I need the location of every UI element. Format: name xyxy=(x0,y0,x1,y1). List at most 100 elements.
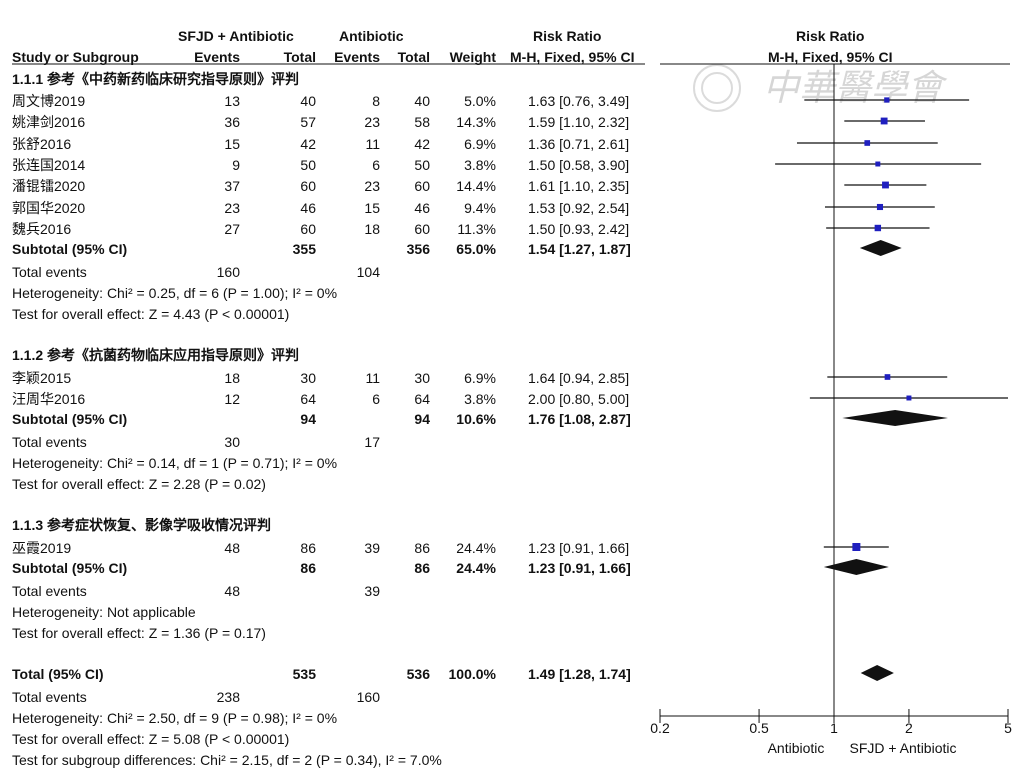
events2-cell: 6 xyxy=(372,391,380,407)
total1-cell: 40 xyxy=(300,93,316,109)
point-estimate-square xyxy=(882,181,889,189)
point-estimate-square xyxy=(852,543,861,551)
study-name: 潘锟镭2020 xyxy=(12,178,86,194)
seal-outer-ring xyxy=(693,64,741,112)
subtotal-ci: 1.76 [1.08, 2.87] xyxy=(528,411,631,427)
x-tick-label: 2 xyxy=(905,720,913,736)
subtotal-label: Subtotal (95% CI) xyxy=(12,560,128,576)
rr-plot-header: Risk Ratio xyxy=(796,28,865,44)
heterogeneity-text: Heterogeneity: Chi² = 0.14, df = 1 (P = … xyxy=(12,455,338,471)
events1-cell: 12 xyxy=(224,391,240,407)
ci-cell: 1.53 [0.92, 2.54] xyxy=(528,200,630,216)
overall-effect-text: Test for overall effect: Z = 2.28 (P = 0… xyxy=(12,476,266,492)
weight-cell: 14.4% xyxy=(456,178,496,194)
total2-cell: 46 xyxy=(414,200,430,216)
total-events-label: Total events xyxy=(12,264,87,280)
total1-cell: 57 xyxy=(300,114,316,130)
favours-right-label: SFJD + Antibiotic xyxy=(850,740,957,756)
favours-left-label: Antibiotic xyxy=(768,740,825,756)
seal-inner-ring xyxy=(701,72,733,104)
ci-cell: 1.59 [1.10, 2.32] xyxy=(528,114,630,130)
total-ci: 1.49 [1.28, 1.74] xyxy=(528,666,631,682)
events1-cell: 48 xyxy=(224,540,240,556)
weight-cell: 5.0% xyxy=(464,93,496,109)
ci-cell: 1.50 [0.58, 3.90] xyxy=(528,157,630,173)
point-estimate-square xyxy=(880,117,888,125)
summary-diamonds xyxy=(823,240,948,681)
subgroup-title: 1.1.3 参考症状恢复、影像学吸收情况评判 xyxy=(12,517,272,533)
ci-cell: 1.61 [1.10, 2.35] xyxy=(528,178,630,194)
subgroup-title: 1.1.1 参考《中药新药临床研究指导原则》评判 xyxy=(12,71,300,87)
total2-cell: 30 xyxy=(414,370,430,386)
ci-cell: 1.36 [0.71, 2.61] xyxy=(528,136,630,152)
total-events2: 160 xyxy=(356,689,380,705)
events1-cell: 36 xyxy=(224,114,240,130)
ci-cell: 1.50 [0.93, 2.42] xyxy=(528,221,630,237)
point-estimate-square xyxy=(884,374,891,380)
subtotal-total1: 94 xyxy=(300,411,316,427)
total-events-label: Total events xyxy=(12,689,87,705)
events1-cell: 9 xyxy=(232,157,240,173)
total2-cell: 50 xyxy=(414,157,430,173)
study-marker xyxy=(809,395,1008,401)
study-name: 张舒2016 xyxy=(12,136,72,152)
total-events2: 104 xyxy=(356,264,380,280)
x-axis-ticks: 0.2 0.5 1 2 5 xyxy=(650,709,1012,736)
study-name: 姚津剑2016 xyxy=(12,114,86,130)
subtotal-weight: 10.6% xyxy=(456,411,496,427)
overall-effect-text: Test for overall effect: Z = 5.08 (P < 0… xyxy=(12,731,290,747)
study-marker xyxy=(775,161,982,167)
x-tick-label: 0.2 xyxy=(650,720,670,736)
events2-cell: 15 xyxy=(364,200,380,216)
group2-header: Antibiotic xyxy=(339,28,404,44)
events2-cell: 6 xyxy=(372,157,380,173)
weight-cell: 9.4% xyxy=(464,200,496,216)
study-name: 周文博2019 xyxy=(12,93,86,109)
study-name: 汪周华2016 xyxy=(12,391,86,407)
rr-column-header: Risk Ratio xyxy=(533,28,602,44)
x-tick-label: 0.5 xyxy=(749,720,769,736)
watermark-text: 中華醫學會 xyxy=(763,68,948,109)
events2-cell: 11 xyxy=(365,370,380,386)
subtotal-total1: 355 xyxy=(292,241,316,257)
subtotal-total2: 356 xyxy=(406,241,430,257)
total-label: Total (95% CI) xyxy=(12,666,104,682)
study-marker xyxy=(826,224,930,232)
study-marker xyxy=(823,543,889,551)
total1-cell: 46 xyxy=(300,200,316,216)
point-estimate-square xyxy=(875,161,881,167)
study-name: 巫霞2019 xyxy=(12,540,72,556)
total-weight: 100.0% xyxy=(448,666,496,682)
study-marker xyxy=(824,203,935,211)
subtotal-total2: 86 xyxy=(414,560,430,576)
events2-cell: 39 xyxy=(364,540,380,556)
total-events1: 30 xyxy=(224,434,240,450)
weight-cell: 24.4% xyxy=(456,540,496,556)
weight-cell: 6.9% xyxy=(464,136,496,152)
ci-cell: 1.23 [0.91, 1.66] xyxy=(528,540,630,556)
study-marker xyxy=(844,181,927,189)
total2-header: Total xyxy=(397,49,430,65)
events2-header: Events xyxy=(334,49,380,65)
point-estimate-square xyxy=(876,203,884,211)
study-name: 郭国华2020 xyxy=(12,200,86,216)
total2-cell: 86 xyxy=(414,540,430,556)
events1-cell: 13 xyxy=(224,93,240,109)
ci-cell: 2.00 [0.80, 5.00] xyxy=(528,391,630,407)
study-marker xyxy=(844,117,925,125)
subgroup-differences-text: Test for subgroup differences: Chi² = 2.… xyxy=(12,752,442,768)
subtotal-ci: 1.54 [1.27, 1.87] xyxy=(528,241,631,257)
weight-cell: 3.8% xyxy=(464,157,496,173)
total-events-label: Total events xyxy=(12,434,87,450)
ci-cell: 1.63 [0.76, 3.49] xyxy=(528,93,630,109)
summary-diamond xyxy=(860,665,894,681)
x-tick-label: 5 xyxy=(1004,720,1012,736)
overall-effect-text: Test for overall effect: Z = 1.36 (P = 0… xyxy=(12,625,266,641)
total-events2: 17 xyxy=(364,434,380,450)
weight-cell: 3.8% xyxy=(464,391,496,407)
events1-cell: 37 xyxy=(224,178,240,194)
subgroup-title: 1.1.2 参考《抗菌药物临床应用指导原则》评判 xyxy=(12,347,300,363)
events2-cell: 11 xyxy=(365,136,380,152)
subtotal-total1: 86 xyxy=(300,560,316,576)
